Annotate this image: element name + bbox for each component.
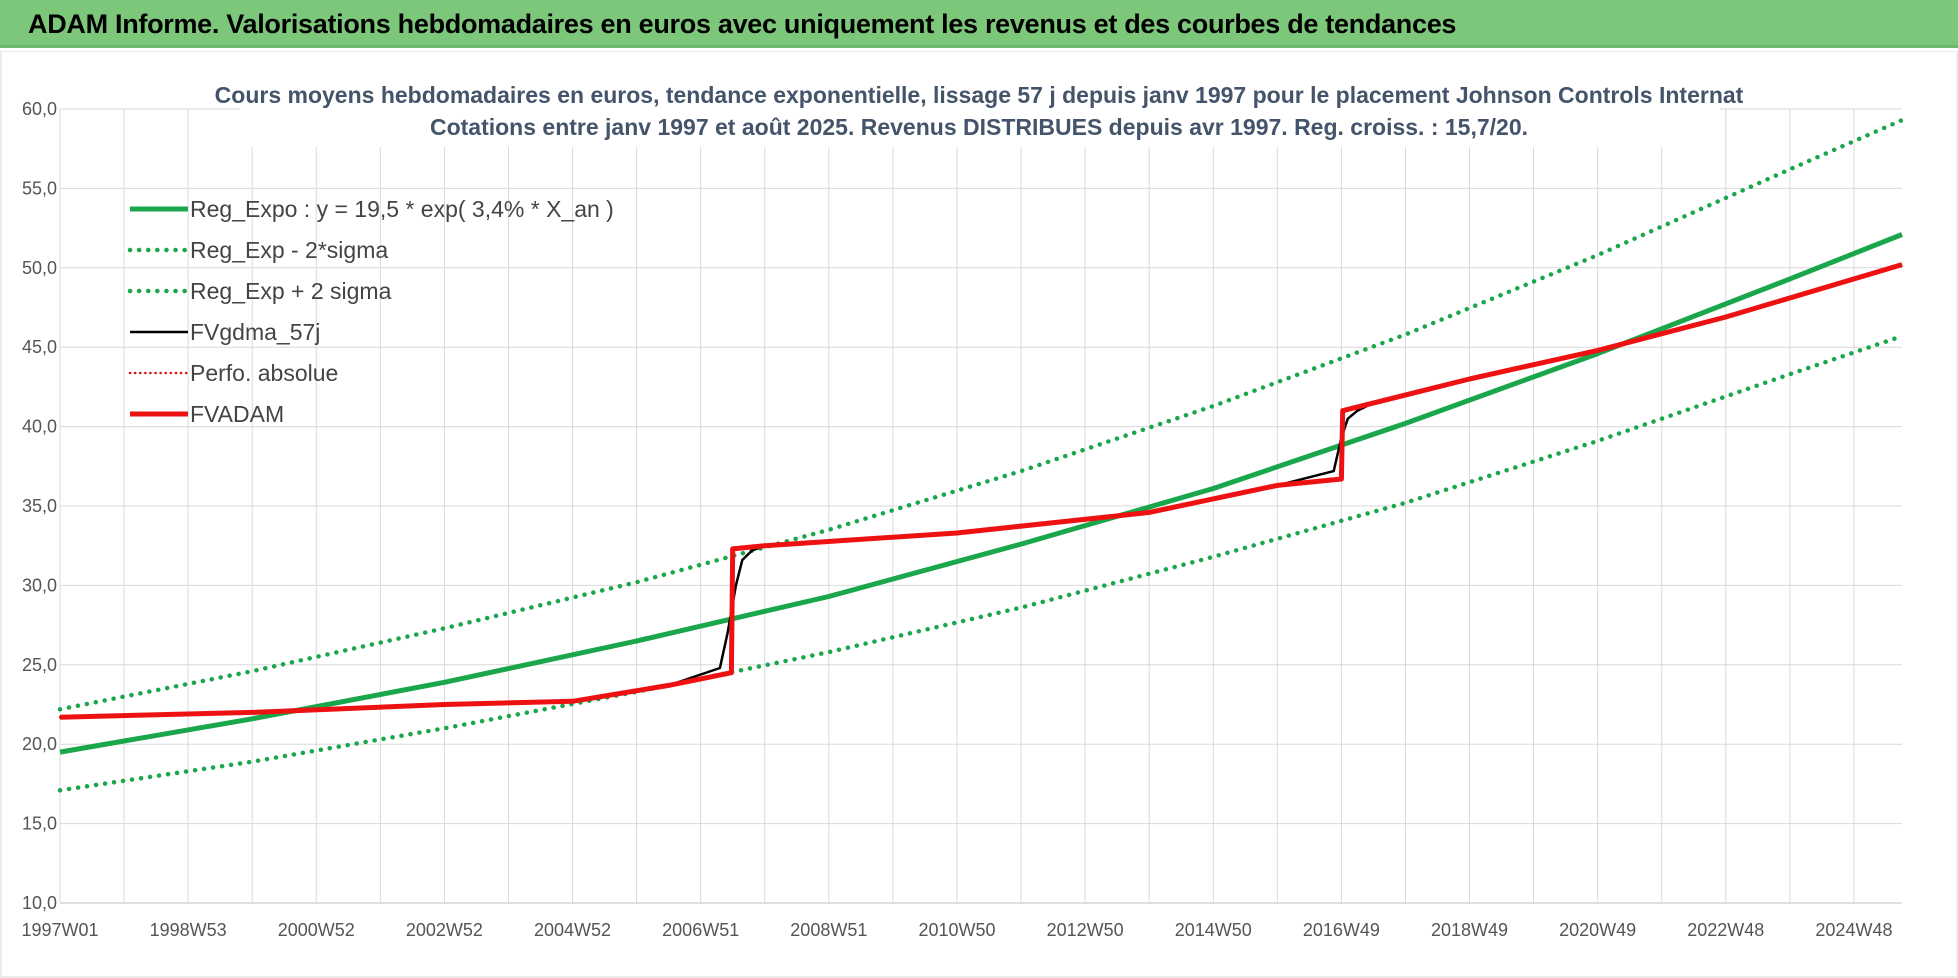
series-line-2 <box>57 117 1905 712</box>
series-line-0 <box>59 232 1903 755</box>
legend-label-3: FVgdma_57j <box>190 319 320 345</box>
x-tick-label: 2006W51 <box>662 920 739 940</box>
x-tick-label: 2016W49 <box>1303 920 1380 940</box>
y-tick-label: 25,0 <box>22 655 57 675</box>
legend: Reg_Expo : y = 19,5 * exp( 3,4% * X_an )… <box>127 196 614 427</box>
y-tick-label: 15,0 <box>22 814 57 834</box>
header-banner: ADAM Informe. Valorisations hebdomadaire… <box>0 0 1958 48</box>
axis-layer: 10,0 15,0 20,0 25,0 30,0 35,0 40,0 45,0 50,0 55,0… <box>21 99 1902 940</box>
chart-container: 10,0 15,0 20,0 25,0 30,0 35,0 40,0 45,0 50,0 55,0… <box>0 51 1958 978</box>
series-line-1 <box>57 333 1905 793</box>
x-tick-label: 2012W50 <box>1047 920 1124 940</box>
banner-title: ADAM Informe. Valorisations hebdomadaire… <box>28 9 1457 39</box>
y-tick-label: 50,0 <box>22 258 57 278</box>
x-tick-label: 2020W49 <box>1559 920 1636 940</box>
x-tick-label: 1997W01 <box>21 920 98 940</box>
chart-title-line-2: Cotations entre janv 1997 et août 2025. … <box>430 114 1528 140</box>
x-tick-label: 2000W52 <box>278 920 355 940</box>
title-background <box>240 71 1720 147</box>
x-tick-label: 2024W48 <box>1815 920 1892 940</box>
y-tick-label: 60,0 <box>22 99 57 119</box>
x-tick-label: 2004W52 <box>534 920 611 940</box>
x-tick-label: 2008W51 <box>790 920 867 940</box>
x-tick-label: 2010W50 <box>918 920 995 940</box>
series-line-5 <box>59 262 1903 720</box>
chart: 10,0 15,0 20,0 25,0 30,0 35,0 40,0 45,0 50,0 55,0… <box>0 51 1958 978</box>
legend-label-2: Reg_Exp + 2 sigma <box>190 278 392 304</box>
legend-label-0: Reg_Expo : y = 19,5 * exp( 3,4% * X_an ) <box>190 196 614 222</box>
x-tick-label: 1998W53 <box>150 920 227 940</box>
x-tick-label: 2014W50 <box>1175 920 1252 940</box>
series-layer <box>57 117 1905 793</box>
y-tick-label: 30,0 <box>22 575 57 595</box>
x-tick-label: 2018W49 <box>1431 920 1508 940</box>
x-tick-label: 2002W52 <box>406 920 483 940</box>
chart-background <box>0 51 1958 978</box>
y-tick-label: 55,0 <box>22 178 57 198</box>
chart-title-line-1: Cours moyens hebdomadaires en euros, ten… <box>215 82 1744 108</box>
legend-label-5: FVADAM <box>190 401 284 427</box>
y-tick-label: 45,0 <box>22 337 57 357</box>
x-tick-label: 2022W48 <box>1687 920 1764 940</box>
legend-label-4: Perfo. absolue <box>190 360 338 386</box>
y-tick-label: 35,0 <box>22 496 57 516</box>
y-tick-label: 40,0 <box>22 417 57 437</box>
y-tick-label: 10,0 <box>22 893 57 913</box>
y-tick-label: 20,0 <box>22 734 57 754</box>
legend-label-1: Reg_Exp - 2*sigma <box>190 237 388 263</box>
